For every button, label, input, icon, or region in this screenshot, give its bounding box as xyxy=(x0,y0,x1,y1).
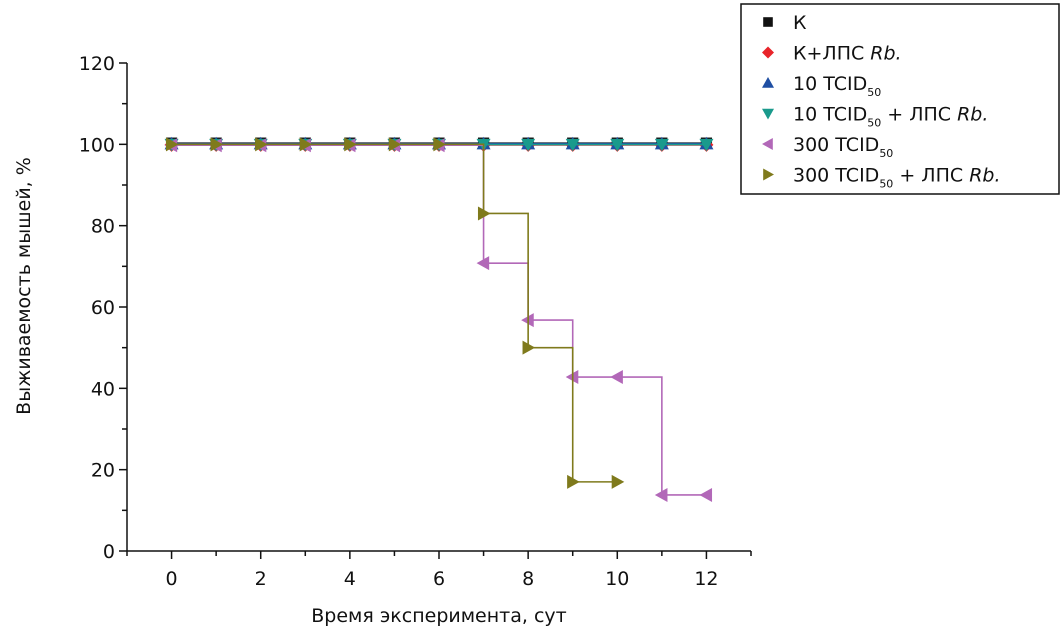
legend-marker xyxy=(762,108,774,120)
series-group xyxy=(164,136,714,502)
data-point xyxy=(567,474,580,489)
data-point xyxy=(255,137,268,152)
y-tick-label: 0 xyxy=(103,541,115,563)
legend-marker xyxy=(763,168,774,181)
x-axis-title: Время эксперимента, сут xyxy=(311,605,566,627)
legend-marker xyxy=(763,17,773,27)
x-tick-label: 10 xyxy=(605,568,629,590)
y-axis-title: Выживаемость мышей, % xyxy=(13,157,35,415)
y-tick-label: 20 xyxy=(91,460,115,482)
y-axis-ticks: 0 20 40 60 80 100 120 xyxy=(79,53,127,563)
legend-label: 300 TCID50 + ЛПС Rb. xyxy=(793,165,1001,191)
data-point xyxy=(165,137,179,152)
x-tick-label: 4 xyxy=(344,568,356,590)
x-tick-label: 0 xyxy=(166,568,178,590)
y-tick-label: 100 xyxy=(79,134,115,156)
data-point xyxy=(654,138,669,152)
legend-label: 10 TCID50 + ЛПС Rb. xyxy=(793,104,988,130)
data-point xyxy=(610,370,623,385)
series-6 xyxy=(165,137,625,489)
axes: 0 20 40 60 80 100 120 0 2 4 6 8 10 12 xyxy=(79,53,752,590)
legend-label: К xyxy=(793,12,807,34)
data-point xyxy=(565,138,580,152)
series-line xyxy=(171,144,707,496)
legend-marker xyxy=(762,77,774,88)
y-tick-label: 80 xyxy=(91,216,115,238)
data-point xyxy=(476,256,490,271)
data-point xyxy=(699,487,713,502)
legend-marker xyxy=(762,46,774,59)
legend-label: 10 TCID50​ xyxy=(793,73,881,99)
data-point xyxy=(433,137,446,152)
data-point xyxy=(610,138,625,152)
x-axis-ticks: 0 2 4 6 8 10 12 xyxy=(126,551,752,590)
x-tick-label: 6 xyxy=(433,568,445,590)
data-point xyxy=(210,137,224,152)
y-tick-label: 120 xyxy=(79,53,115,75)
data-point xyxy=(477,206,491,221)
data-point xyxy=(521,138,536,152)
legend-box xyxy=(740,3,1060,195)
data-point xyxy=(654,487,668,502)
x-tick-label: 12 xyxy=(694,568,718,590)
x-tick-label: 8 xyxy=(522,568,534,590)
legend: К К+ЛПС Rb. 10 TCID50​ 10 TCID50 + ЛПС Rb. 3… xyxy=(740,3,1060,195)
data-point xyxy=(699,138,714,152)
data-point xyxy=(344,137,357,152)
data-point xyxy=(388,137,402,152)
y-tick-label: 60 xyxy=(91,297,115,319)
legend-label: К+ЛПС Rb. xyxy=(793,43,902,65)
y-tick-label: 40 xyxy=(91,378,115,400)
data-point xyxy=(299,137,313,152)
series-line xyxy=(171,143,618,483)
x-tick-label: 2 xyxy=(255,568,267,590)
data-point xyxy=(611,474,625,489)
data-point xyxy=(522,340,536,355)
legend-label: 300 TCID50​ xyxy=(793,134,893,160)
legend-marker xyxy=(762,138,773,150)
series-5 xyxy=(164,138,713,502)
